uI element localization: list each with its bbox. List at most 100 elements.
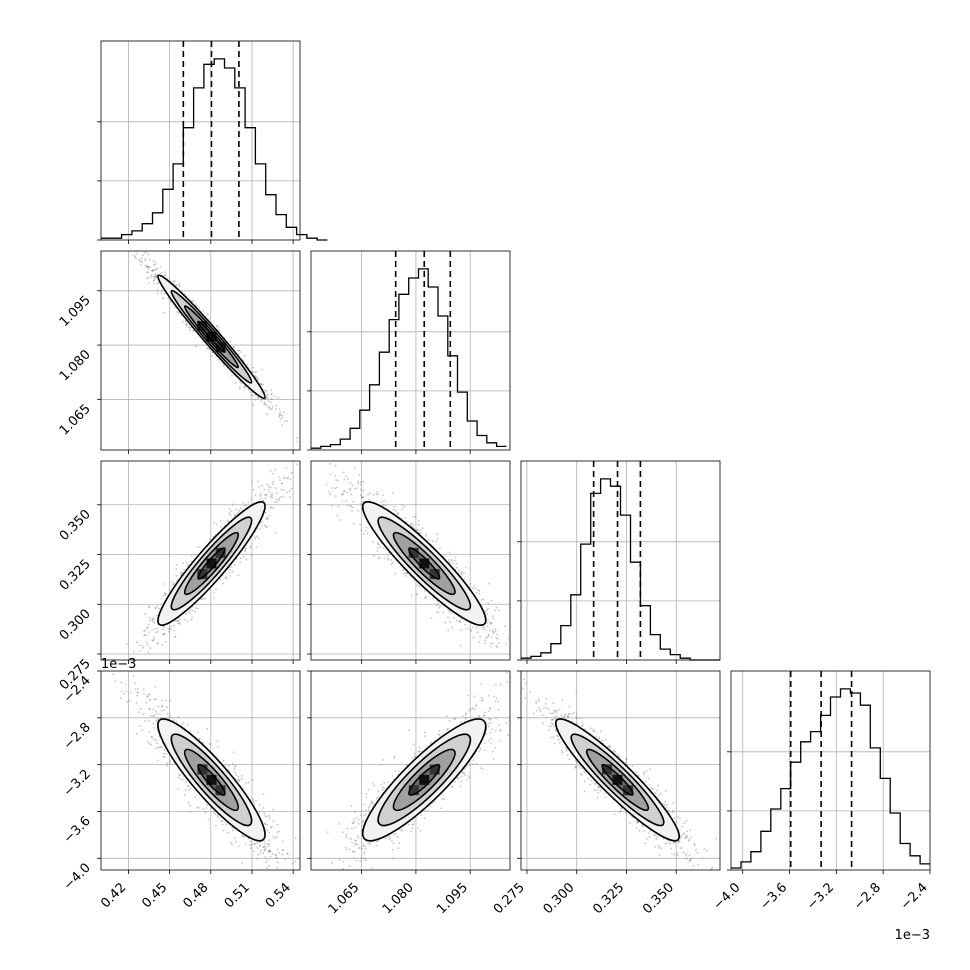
sample-point bbox=[418, 585, 421, 588]
sample-point bbox=[421, 527, 424, 530]
sample-point bbox=[377, 547, 379, 549]
sample-point bbox=[436, 533, 439, 536]
sample-point bbox=[264, 398, 267, 401]
sample-point bbox=[133, 254, 136, 257]
sample-point bbox=[139, 650, 141, 652]
sample-point bbox=[266, 413, 268, 415]
sample-point bbox=[147, 265, 149, 268]
sample-point bbox=[214, 813, 217, 815]
sample-point bbox=[358, 474, 361, 477]
sample-point bbox=[261, 369, 264, 371]
sample-point bbox=[194, 610, 196, 613]
sample-point bbox=[285, 467, 288, 469]
sample-point bbox=[147, 651, 150, 654]
sample-point bbox=[454, 559, 457, 562]
sample-point bbox=[267, 406, 270, 409]
sample-point bbox=[367, 493, 369, 496]
sample-point bbox=[164, 592, 166, 594]
sample-point bbox=[182, 562, 184, 565]
sample-point bbox=[257, 537, 260, 539]
sample-point bbox=[176, 620, 179, 622]
sample-point bbox=[459, 644, 462, 647]
sample-point bbox=[439, 547, 441, 550]
sample-point bbox=[249, 391, 252, 393]
sample-point bbox=[277, 499, 280, 502]
sample-point bbox=[267, 400, 270, 402]
sample-point bbox=[281, 482, 284, 484]
sample-point bbox=[417, 519, 420, 522]
sample-point bbox=[379, 546, 382, 548]
sample-point bbox=[249, 547, 251, 549]
sample-point bbox=[154, 686, 157, 688]
sample-point bbox=[151, 270, 154, 272]
sample-point bbox=[496, 646, 498, 649]
sample-point bbox=[265, 526, 268, 528]
sample-point bbox=[264, 511, 267, 514]
density-cell bbox=[206, 331, 217, 342]
sample-point bbox=[232, 751, 235, 754]
sample-point bbox=[239, 351, 242, 353]
sample-point bbox=[145, 266, 148, 268]
sample-point bbox=[481, 627, 484, 630]
sample-point bbox=[450, 558, 453, 561]
sample-point bbox=[296, 437, 298, 439]
sample-point bbox=[291, 472, 293, 474]
sample-point bbox=[265, 494, 268, 497]
sample-point bbox=[231, 570, 234, 573]
sample-point bbox=[173, 582, 176, 585]
sample-point bbox=[487, 582, 490, 585]
sample-point bbox=[256, 378, 259, 380]
sample-point bbox=[229, 514, 232, 517]
sample-point bbox=[507, 637, 510, 640]
sample-point bbox=[386, 555, 389, 558]
sample-point bbox=[222, 582, 225, 585]
sample-point bbox=[120, 697, 122, 700]
sample-point bbox=[268, 864, 270, 867]
sample-point bbox=[494, 630, 497, 633]
sample-point bbox=[359, 523, 361, 526]
sample-point bbox=[383, 557, 386, 560]
sample-point bbox=[286, 491, 288, 493]
sample-point bbox=[152, 620, 154, 623]
sample-point bbox=[217, 326, 220, 329]
sample-point bbox=[276, 823, 279, 826]
sample-point bbox=[156, 627, 158, 630]
sample-point bbox=[272, 835, 275, 838]
sample-point bbox=[149, 266, 151, 269]
pair-panel-1-0 bbox=[133, 251, 299, 443]
sample-point bbox=[486, 625, 489, 627]
sample-point bbox=[216, 324, 219, 327]
sample-point bbox=[222, 829, 225, 832]
sample-point bbox=[199, 546, 201, 548]
sample-point bbox=[191, 329, 194, 332]
sample-point bbox=[207, 347, 210, 350]
sample-point bbox=[188, 611, 191, 614]
sample-point bbox=[256, 528, 259, 530]
sample-point bbox=[354, 488, 356, 490]
sample-point bbox=[264, 403, 266, 406]
sample-point bbox=[360, 494, 362, 496]
sample-point bbox=[272, 506, 275, 509]
sample-point bbox=[157, 642, 160, 644]
sample-point bbox=[143, 629, 146, 632]
sample-point bbox=[487, 607, 489, 610]
sample-point bbox=[234, 840, 237, 843]
sample-point bbox=[191, 616, 194, 619]
sample-point bbox=[270, 398, 273, 400]
sample-point bbox=[487, 602, 490, 604]
sample-point bbox=[156, 605, 159, 607]
sample-point bbox=[146, 251, 148, 254]
sample-point bbox=[372, 540, 374, 543]
sample-point bbox=[245, 504, 248, 507]
sample-point bbox=[125, 643, 128, 646]
sample-point bbox=[160, 598, 163, 600]
sample-point bbox=[377, 493, 380, 496]
sample-point bbox=[270, 393, 273, 396]
sample-point bbox=[154, 607, 157, 610]
sample-point bbox=[478, 641, 481, 643]
sample-point bbox=[477, 589, 479, 592]
sample-point bbox=[135, 732, 138, 735]
sample-point bbox=[146, 634, 149, 637]
sample-point bbox=[378, 556, 381, 559]
sample-point bbox=[272, 820, 275, 823]
